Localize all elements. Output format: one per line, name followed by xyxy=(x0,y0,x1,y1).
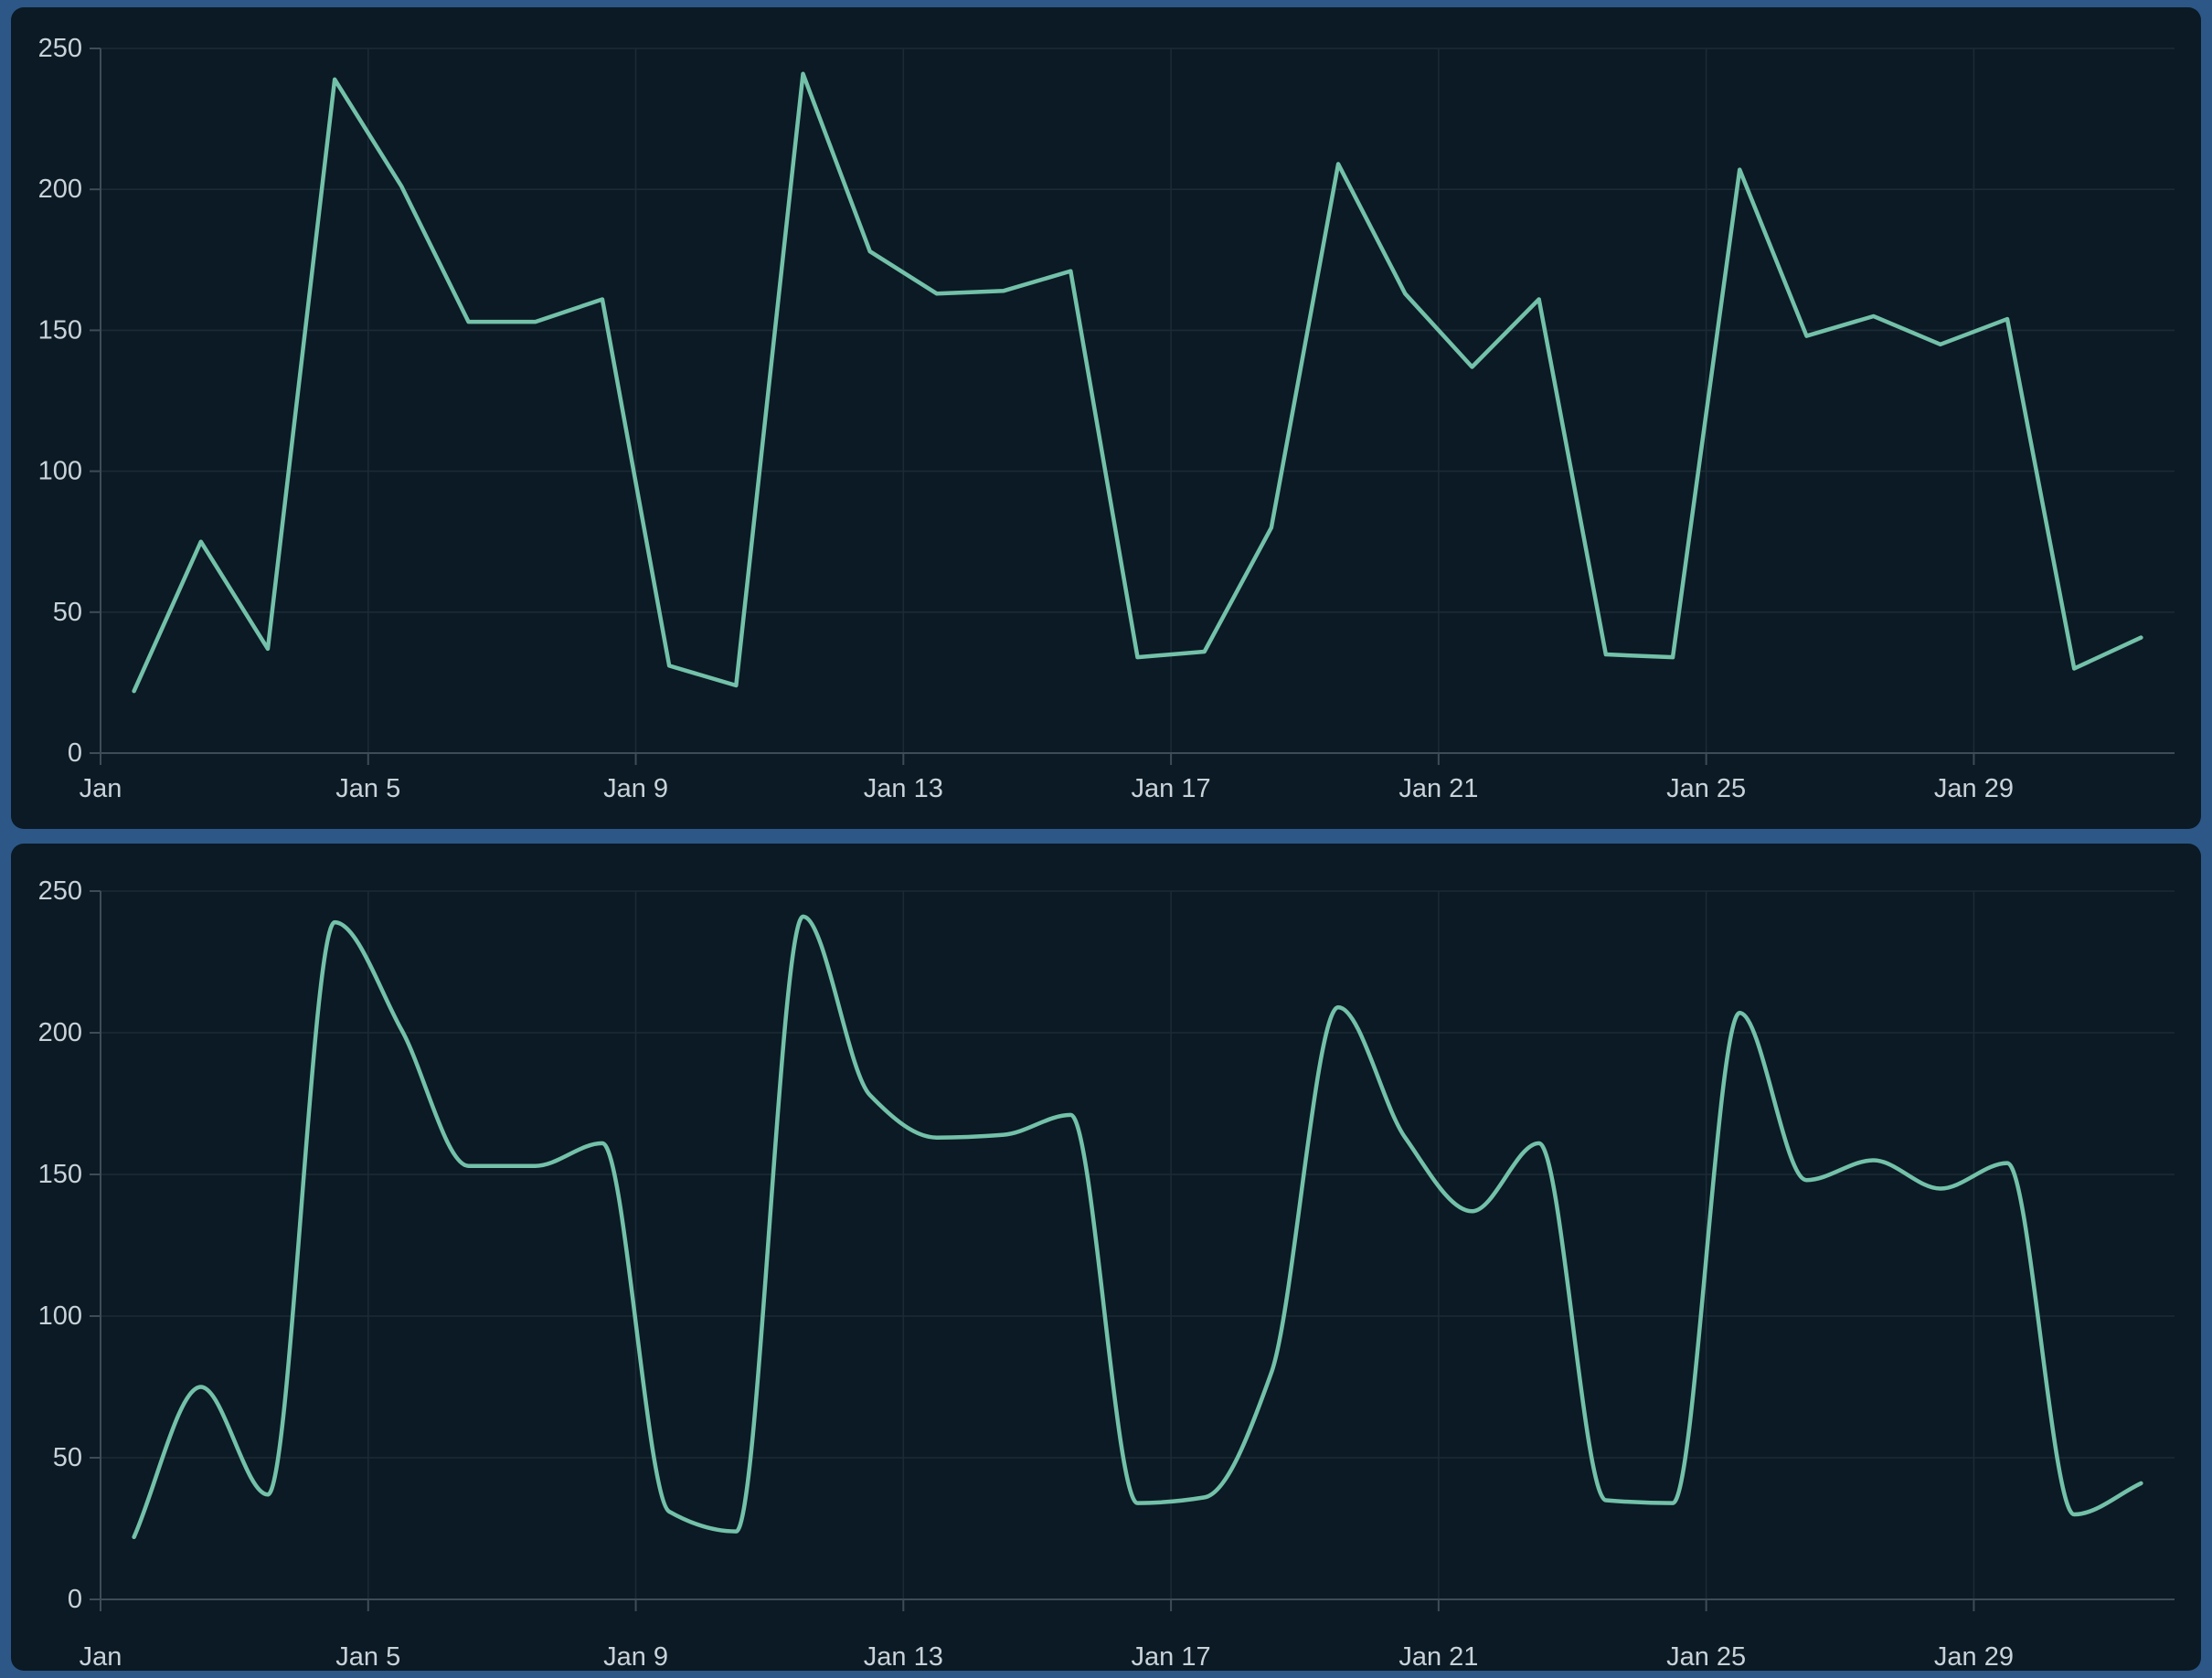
x-axis-label: Jan 29 xyxy=(1934,774,2014,803)
x-axis-label: Jan 9 xyxy=(603,774,668,803)
x-axis-label: Jan 9 xyxy=(603,1642,668,1671)
x-axis-label: Jan 13 xyxy=(864,1642,943,1671)
x-axis-label: Jan xyxy=(80,1642,122,1671)
x-axis-label: Jan xyxy=(80,774,122,803)
x-axis-label: Jan 25 xyxy=(1666,774,1746,803)
x-axis-label: Jan 29 xyxy=(1934,1642,2014,1671)
line-chart-straight[interactable]: 0 50 100 150 200 250 Jan Jan 5 Jan 9 Jan 13 Jan 17… xyxy=(11,7,2201,829)
y-axis-label: 200 xyxy=(38,1018,82,1047)
y-axis-label: 0 xyxy=(68,738,82,768)
chart-panel-top: 0 50 100 150 200 250 Jan Jan 5 Jan 9 Jan 13 Jan 17… xyxy=(11,7,2201,829)
y-axis-label: 50 xyxy=(53,1443,82,1472)
chart-panel-bottom: 0 50 100 150 200 250 Jan Jan 5 Jan 9 Jan 13 Jan 17… xyxy=(11,844,2201,1671)
y-axis-label: 100 xyxy=(38,457,82,486)
y-axis-label: 0 xyxy=(68,1585,82,1614)
y-axis-label: 150 xyxy=(38,1160,82,1189)
y-axis-label: 200 xyxy=(38,175,82,204)
x-axis-label: Jan 13 xyxy=(864,774,943,803)
y-axis-label: 250 xyxy=(38,876,82,906)
series-line xyxy=(132,71,2143,694)
x-axis-label: Jan 17 xyxy=(1132,1642,1211,1671)
x-axis-label: Jan 5 xyxy=(335,774,400,803)
x-axis-label: Jan 25 xyxy=(1666,1642,1746,1671)
line-chart-smooth[interactable]: 0 50 100 150 200 250 Jan Jan 5 Jan 9 Jan 13 Jan 17… xyxy=(11,844,2201,1671)
x-axis-label: Jan 21 xyxy=(1398,1642,1478,1671)
y-axis-label: 250 xyxy=(38,34,82,63)
y-axis-label: 100 xyxy=(38,1301,82,1331)
y-axis-label: 50 xyxy=(53,598,82,627)
y-axis-label: 150 xyxy=(38,315,82,345)
x-axis-label: Jan 5 xyxy=(335,1642,400,1671)
x-axis-label: Jan 21 xyxy=(1398,774,1478,803)
series-line-smooth xyxy=(132,914,2143,1540)
x-axis-label: Jan 17 xyxy=(1132,774,1211,803)
